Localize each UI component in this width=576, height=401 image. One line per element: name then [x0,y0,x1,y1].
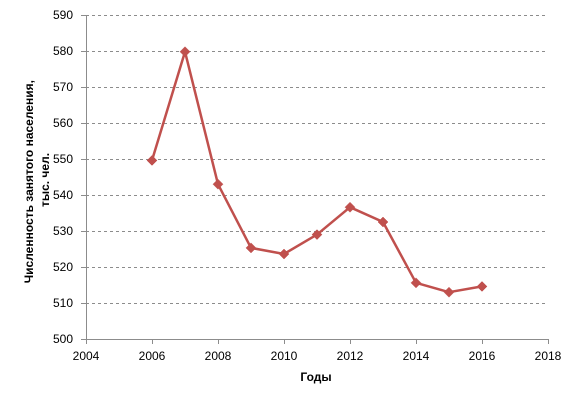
x-tick-label: 2006 [139,349,166,363]
y-tick-label: 580 [53,44,73,58]
data-point-marker [245,242,257,254]
y-tick-label: 570 [53,80,73,94]
data-point-marker [443,286,455,298]
y-axis-title-line-1: Численность занятого населения, [22,80,36,283]
data-point-marker [278,248,290,260]
y-tick-label: 500 [53,332,73,346]
series-markers [146,46,488,298]
data-point-marker [344,201,356,213]
data-point-marker [311,229,323,240]
x-tick-label: 2014 [403,349,430,363]
data-point-marker [146,155,158,166]
data-point-marker [476,281,488,292]
x-tick-label: 2008 [205,349,232,363]
y-tick-label: 560 [53,116,73,130]
y-axis-title: Численность занятого населения, тыс. чел… [22,77,52,284]
y-tick-label: 530 [53,224,73,238]
y-tick-label: 590 [53,8,73,22]
x-tick-label: 2010 [271,349,298,363]
axes [81,15,549,344]
x-tick-label: 2004 [73,349,100,363]
y-tick-labels: 500 510 520 530 540 550 560 570 580 590 [53,8,73,346]
data-point-marker [212,178,224,190]
y-tick-label: 550 [53,152,73,166]
x-tick-label: 2016 [469,349,496,363]
y-axis-title-line-2: тыс. чел. [38,153,52,207]
data-point-marker [410,277,422,289]
y-tick-label: 510 [53,296,73,310]
y-tick-label: 540 [53,188,73,202]
x-tick-label: 2012 [337,349,364,363]
x-tick-labels: 2004 2006 2008 2010 2012 2014 2016 2018 [73,349,562,363]
y-tick-label: 520 [53,260,73,274]
data-point-marker [377,216,389,228]
data-point-marker [179,46,191,58]
grid-lines [86,15,548,304]
x-axis-title: Годы [300,370,331,384]
x-tick-label: 2018 [535,349,562,363]
